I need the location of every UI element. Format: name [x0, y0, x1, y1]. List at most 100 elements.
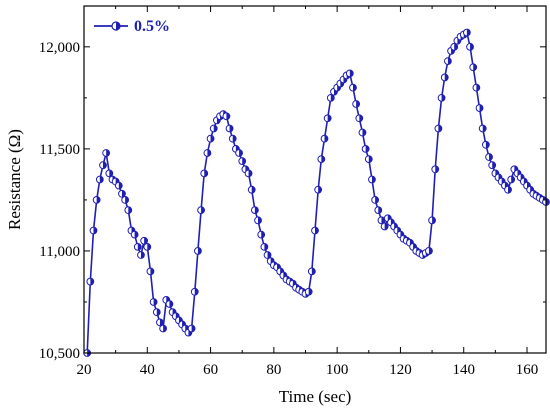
data-point [380, 222, 389, 231]
data-point [504, 185, 512, 194]
data-point [165, 300, 174, 308]
y-tick-label: 11,000 [39, 244, 80, 260]
data-point [507, 175, 516, 184]
data-point [105, 169, 114, 178]
x-tick-label: 140 [452, 362, 475, 378]
data-point [345, 69, 354, 78]
data-point [440, 73, 449, 82]
data-point [257, 230, 266, 239]
axes-layer [83, 5, 547, 354]
data-point [92, 196, 101, 204]
data-point [194, 247, 202, 255]
y-tick-label: 11,500 [39, 142, 80, 158]
ticks-layer: 20 40 60 80 100 120 140 160 10,500 11,000 11,500 12… [39, 6, 546, 378]
data-point [86, 277, 95, 286]
data-point [304, 287, 313, 296]
data-point [425, 247, 433, 255]
data-point [228, 134, 237, 143]
data-point [466, 42, 474, 51]
data-point [428, 216, 436, 225]
data-point [317, 155, 326, 163]
data-point [323, 114, 332, 123]
data-point [206, 134, 215, 143]
legend-label: 0.5% [134, 18, 170, 35]
data-point [222, 112, 231, 121]
legend: 0.5% [94, 18, 170, 35]
x-tick-label: 160 [516, 362, 539, 378]
data-point [485, 153, 493, 161]
data-point [102, 149, 111, 157]
x-axis-title: Time (sec) [279, 387, 352, 406]
data-point [159, 324, 168, 333]
data-point [368, 175, 376, 184]
data-point [478, 124, 487, 133]
data-point [197, 206, 205, 215]
data-point [472, 83, 481, 92]
data-point [263, 251, 272, 259]
data-point [434, 124, 443, 133]
data-point [244, 169, 253, 178]
data-point [89, 226, 98, 235]
data-point [130, 230, 139, 239]
data-point [203, 149, 212, 157]
data-point [358, 128, 367, 137]
x-tick-label: 120 [389, 362, 412, 378]
data-point [250, 206, 259, 215]
data-point [143, 242, 152, 251]
data-point [355, 114, 364, 123]
data-point [140, 236, 149, 245]
data-point [352, 100, 361, 108]
data-point [450, 42, 459, 51]
data-point [152, 308, 161, 317]
data-point [260, 242, 269, 251]
data-point [469, 63, 478, 72]
x-tick-label: 40 [140, 362, 155, 378]
data-point [124, 206, 133, 215]
data-point [314, 185, 323, 194]
data-point [307, 267, 316, 276]
data-point [437, 93, 446, 102]
data-point [200, 169, 209, 178]
plot-frame [83, 5, 547, 354]
data-point [488, 161, 497, 170]
data-point [133, 242, 142, 251]
data-point [190, 287, 199, 296]
data-point [361, 144, 370, 153]
data-point [99, 161, 107, 170]
data-point [146, 267, 155, 276]
legend-marker-fill [116, 22, 120, 30]
data-point [238, 157, 247, 166]
y-tick-label: 10,500 [39, 346, 80, 362]
data-point [247, 185, 256, 194]
series-layer [83, 28, 550, 357]
data-point [320, 134, 329, 143]
data-point [462, 28, 471, 37]
data-point [371, 196, 380, 204]
data-point [114, 181, 123, 190]
data-point [209, 124, 218, 133]
data-point [431, 165, 440, 174]
x-tick-label: 60 [203, 362, 218, 378]
x-tick-label: 20 [77, 362, 92, 378]
y-axis-title: Resistance (Ω) [5, 129, 24, 230]
data-point [156, 318, 164, 327]
data-point [254, 216, 262, 225]
data-point [225, 124, 234, 133]
y-tick-label: 12,000 [39, 40, 80, 56]
x-tick-label: 100 [326, 362, 349, 378]
data-point [523, 181, 531, 190]
data-point [444, 57, 452, 66]
data-point [326, 93, 335, 102]
data-point [349, 83, 357, 92]
data-point [481, 140, 490, 149]
data-point [121, 196, 130, 204]
data-point [311, 226, 319, 235]
data-point [95, 175, 104, 184]
data-point [374, 206, 383, 215]
data-point [364, 155, 373, 163]
x-tick-label: 80 [266, 362, 281, 378]
data-point [149, 298, 158, 306]
data-point [187, 324, 196, 333]
data-point [235, 149, 243, 157]
